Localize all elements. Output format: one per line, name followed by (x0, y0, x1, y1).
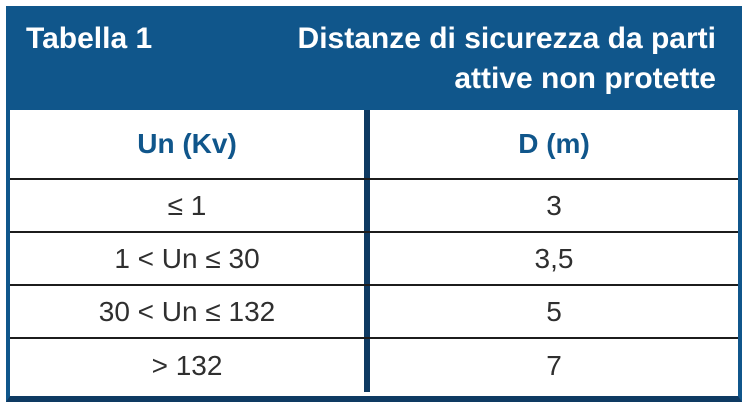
table-title: Distanze di sicurezza da parti attive no… (298, 19, 716, 99)
column-header-un: Un (Kv) (10, 110, 370, 178)
cell-d: 5 (546, 295, 562, 327)
table-row: ≤ 1 3 (10, 180, 738, 233)
cell-d: 3,5 (534, 242, 574, 274)
cell-d: 3 (546, 189, 562, 221)
table-row: > 132 7 (10, 339, 738, 392)
cell-un: 30 < Un ≤ 132 (10, 286, 370, 337)
cell-un: ≤ 1 (10, 180, 370, 231)
table-title-line2: attive non protette (454, 62, 716, 95)
table-label: Tabella 1 (26, 22, 153, 55)
table-frame: Tabella 1 Distanze di sicurezza da parti… (6, 6, 742, 402)
table-title-line1: Distanze di sicurezza da parti (297, 22, 716, 55)
cell-un: 1 < Un ≤ 30 (10, 233, 370, 284)
table-row: 1 < Un ≤ 30 3,5 (10, 233, 738, 286)
cell-d: 7 (546, 349, 562, 381)
table-header-row: Un (Kv) D (m) (10, 110, 738, 180)
data-table: Un (Kv) D (m) ≤ 1 3 1 < Un ≤ 30 3,5 30 <… (6, 110, 742, 402)
column-header-d: D (m) (518, 128, 590, 159)
cell-un: > 132 (10, 339, 370, 392)
table-header-band: Tabella 1 Distanze di sicurezza da parti… (6, 6, 742, 110)
table-row: 30 < Un ≤ 132 5 (10, 286, 738, 339)
